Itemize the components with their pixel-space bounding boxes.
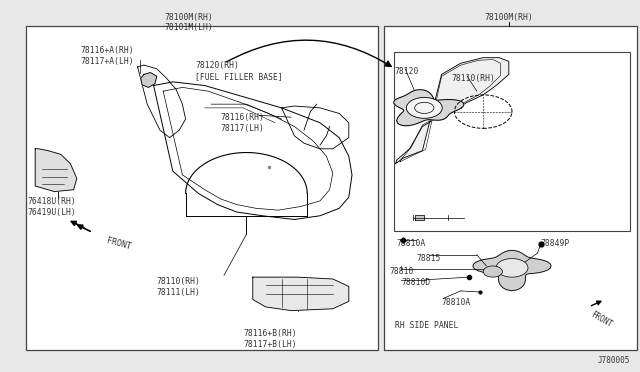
Text: 78810A: 78810A xyxy=(397,239,426,248)
Text: 78110(RH): 78110(RH) xyxy=(451,74,495,83)
Text: 78100M(RH)
78101M(LH): 78100M(RH) 78101M(LH) xyxy=(164,13,213,32)
Text: FRONT: FRONT xyxy=(106,236,132,251)
Text: 78810A: 78810A xyxy=(442,298,471,307)
Text: RH SIDE PANEL: RH SIDE PANEL xyxy=(395,321,458,330)
Text: 76418U(RH)
76419U(LH): 76418U(RH) 76419U(LH) xyxy=(28,197,76,217)
Text: J780005: J780005 xyxy=(598,356,630,365)
Text: 78100M(RH): 78100M(RH) xyxy=(484,13,533,22)
Circle shape xyxy=(483,266,502,277)
Text: 78116+A(RH)
78117+A(LH): 78116+A(RH) 78117+A(LH) xyxy=(80,46,134,66)
Polygon shape xyxy=(396,58,509,164)
Polygon shape xyxy=(35,149,77,192)
Polygon shape xyxy=(473,250,551,291)
Text: 78116+B(RH)
78117+B(LH): 78116+B(RH) 78117+B(LH) xyxy=(243,329,297,349)
Bar xyxy=(394,52,630,231)
Bar xyxy=(26,26,378,350)
Text: 78810D: 78810D xyxy=(401,278,431,287)
Text: 78849P: 78849P xyxy=(541,239,570,248)
Text: 78110(RH)
78111(LH): 78110(RH) 78111(LH) xyxy=(157,277,201,296)
Polygon shape xyxy=(253,277,349,311)
Circle shape xyxy=(406,97,442,118)
Text: 78116(RH)
78117(LH): 78116(RH) 78117(LH) xyxy=(221,113,265,133)
Text: 78810: 78810 xyxy=(389,267,413,276)
Bar xyxy=(384,26,637,350)
Text: 78815: 78815 xyxy=(416,254,440,263)
Polygon shape xyxy=(394,90,464,126)
Circle shape xyxy=(496,259,528,277)
Text: 78120: 78120 xyxy=(395,67,419,76)
Text: 78120(RH)
[FUEL FILLER BASE]: 78120(RH) [FUEL FILLER BASE] xyxy=(195,61,283,81)
Polygon shape xyxy=(415,215,424,220)
Polygon shape xyxy=(141,73,157,87)
Text: FRONT: FRONT xyxy=(589,310,614,329)
